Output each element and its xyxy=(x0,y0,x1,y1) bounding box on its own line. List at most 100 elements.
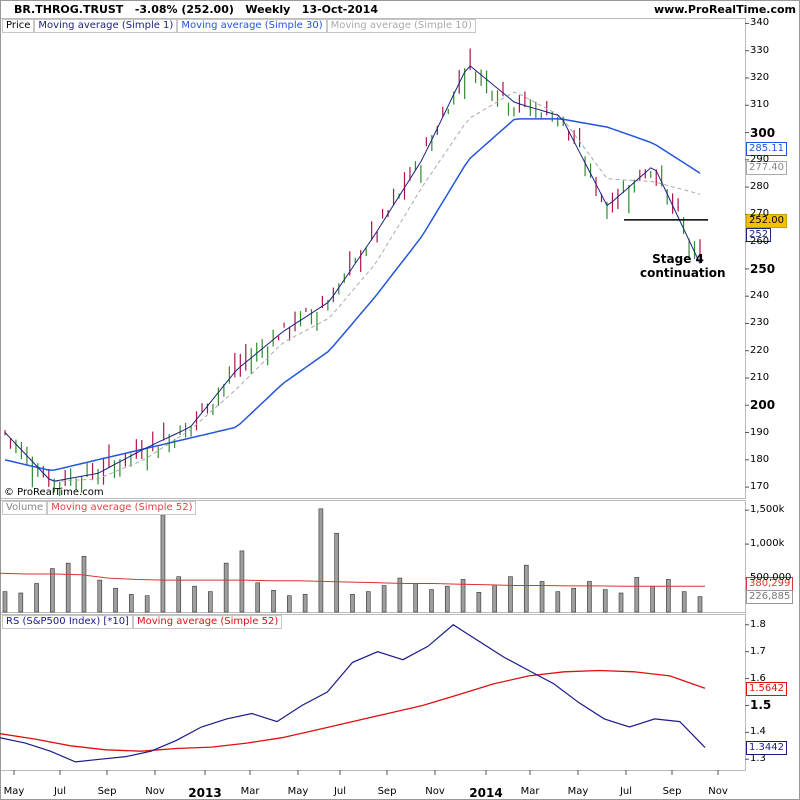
y-tick-label-price: 260 xyxy=(750,235,770,247)
legend-rs-ma[interactable]: Moving average (Simple 52) xyxy=(132,615,283,629)
x-tick-label: May xyxy=(3,786,25,797)
x-tick-label: Jul xyxy=(619,786,633,797)
x-tick-label: Sep xyxy=(97,786,117,797)
volume-bar xyxy=(571,587,576,613)
panel-frame-price xyxy=(0,18,746,499)
ma1-tag: 252 xyxy=(746,228,772,242)
copyright-label: © ProRealTime.com xyxy=(4,487,104,498)
rs-ma-tag: 1.5642 xyxy=(746,682,787,696)
x-tick-label: 2014 xyxy=(469,786,503,800)
period-label: Weekly xyxy=(245,3,291,16)
y-tick-label-price: 250 xyxy=(750,261,776,276)
volume-bar xyxy=(2,591,8,613)
y-tick-label-volume: 1,000k xyxy=(750,538,785,550)
y-tick-label-price: 210 xyxy=(750,372,770,383)
legend-rs[interactable]: RS (S&P500 Index) [*10] xyxy=(2,615,133,629)
y-tick-label-price: 300 xyxy=(750,125,776,140)
y-tick-label-price: 190 xyxy=(750,426,770,438)
volume-bar xyxy=(523,564,529,613)
y-tick-label-volume: 500,000 xyxy=(750,572,792,584)
legend-volume[interactable]: Volume xyxy=(2,501,48,515)
volume-bar xyxy=(381,585,387,613)
legend-ma10[interactable]: Moving average (Simple 10) xyxy=(326,19,476,33)
rs-tag: 1.3442 xyxy=(746,741,787,755)
volume-bar xyxy=(334,532,340,613)
y-tick-label-price: 310 xyxy=(750,99,770,111)
x-tick-label: Sep xyxy=(377,786,397,797)
vol-tag: 226,885 xyxy=(746,590,794,604)
y-tick-label-price: 320 xyxy=(750,72,770,83)
volume-bar xyxy=(81,556,87,613)
legend-ma30[interactable]: Moving average (Simple 30) xyxy=(177,19,327,33)
x-tick-label: Jul xyxy=(53,786,67,797)
y-tick-label-price: 170 xyxy=(750,481,770,493)
volume-bar xyxy=(271,589,276,613)
rs-line xyxy=(0,624,706,763)
volume-bar xyxy=(65,562,71,613)
volume-bar xyxy=(176,576,182,613)
volume-bar xyxy=(50,568,55,613)
y-tick-label-rs: 1.7 xyxy=(750,645,766,657)
ma10-line xyxy=(4,91,701,483)
rs-ma-line xyxy=(0,669,706,752)
volume-bar xyxy=(34,583,39,613)
x-tick-label: May xyxy=(287,786,309,797)
volume-bar xyxy=(650,585,655,613)
y-tick-label-rs: 1.3 xyxy=(750,753,766,765)
legend-vol-ma[interactable]: Moving average (Simple 52) xyxy=(47,501,197,515)
volume-bar xyxy=(350,594,355,613)
volume-bar xyxy=(508,576,513,613)
chart-header: BR.THROG.TRUST -3.08% (252.00) Weekly 13… xyxy=(0,0,800,18)
volume-bar xyxy=(223,562,229,613)
y-tick-label-rs: 1.6 xyxy=(750,672,766,684)
price-legend: Price Moving average (Simple 1) Moving a… xyxy=(2,19,476,33)
volume-bar xyxy=(602,589,608,613)
volume-bar xyxy=(144,595,150,613)
x-tick-label: May xyxy=(567,786,589,797)
volume-bar xyxy=(539,581,545,613)
y-tick-label-price: 290 xyxy=(750,153,770,165)
volume-bar xyxy=(555,591,561,613)
legend-ma1[interactable]: Moving average (Simple 1) xyxy=(34,19,178,33)
y-tick-label-rs: 1.5 xyxy=(750,698,772,713)
volume-bar xyxy=(302,594,308,613)
y-tick-label-price: 230 xyxy=(750,317,770,329)
volume-bar xyxy=(492,584,497,613)
x-tick-label: Jul xyxy=(333,786,347,797)
volume-bar xyxy=(444,585,450,613)
volume-ma-line xyxy=(0,572,705,587)
volume-bar xyxy=(129,594,134,613)
x-tick-label: Sep xyxy=(662,786,682,797)
x-tick-label: Nov xyxy=(145,786,165,797)
volume-bar xyxy=(397,577,403,613)
volume-bar xyxy=(634,577,640,613)
volume-bar xyxy=(318,508,324,613)
legend-price[interactable]: Price xyxy=(2,19,35,33)
y-tick-label-price: 340 xyxy=(750,17,770,29)
x-tick-label: 2013 xyxy=(188,786,222,800)
volume-bar xyxy=(429,589,434,613)
date-label: 13-Oct-2014 xyxy=(301,3,378,16)
volume-bar xyxy=(192,585,197,613)
volume-bar xyxy=(413,583,418,613)
y-tick-label-price: 200 xyxy=(750,398,776,413)
change-label: -3.08% (252.00) xyxy=(134,3,234,16)
ma30-line xyxy=(4,118,701,471)
ma10-tag: 277.40 xyxy=(746,161,787,175)
volume-bar xyxy=(160,514,166,613)
panel-frame-vol xyxy=(0,500,746,613)
x-tick-label: Mar xyxy=(520,786,540,797)
volume-bar xyxy=(587,581,592,613)
volume-bar xyxy=(239,550,245,613)
ticker-label: BR.THROG.TRUST xyxy=(14,3,124,16)
volume-bar xyxy=(97,579,103,613)
header-ticker-line: BR.THROG.TRUST -3.08% (252.00) Weekly 13… xyxy=(14,3,378,16)
y-tick-label-price: 280 xyxy=(750,181,770,193)
site-label[interactable]: www.ProRealTime.com xyxy=(653,3,796,16)
y-tick-label-rs: 1.8 xyxy=(750,618,766,630)
volume-bar xyxy=(287,595,292,613)
volume-bar xyxy=(113,587,118,613)
price-tag: 252.00 xyxy=(746,214,787,228)
volume-bar xyxy=(476,592,482,613)
